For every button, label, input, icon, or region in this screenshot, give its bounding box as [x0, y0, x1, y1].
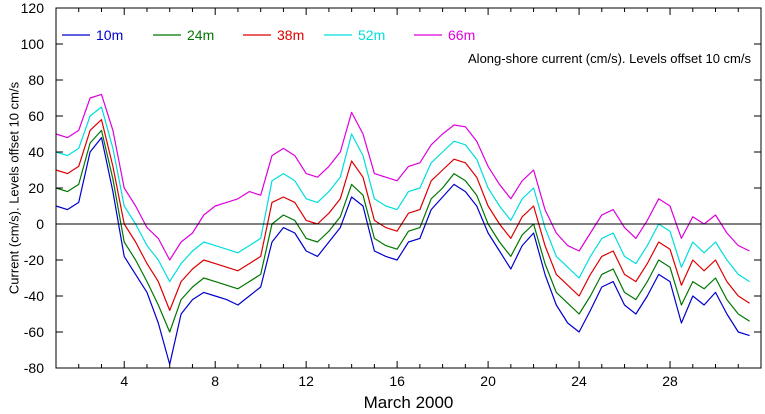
series-line-66m — [55, 93, 750, 261]
y-tick-label: 40 — [28, 144, 44, 160]
y-tick-label: 80 — [28, 72, 44, 88]
x-tick-label: 4 — [120, 373, 128, 389]
y-tick-label: 20 — [28, 180, 44, 196]
y-tick-label: 120 — [21, 0, 45, 16]
legend-label-52m: 52m — [358, 27, 385, 43]
y-tick-label: -40 — [24, 288, 44, 304]
x-tick-label: 28 — [662, 373, 678, 389]
legend-label-24m: 24m — [187, 27, 214, 43]
series-line-24m — [55, 129, 750, 333]
x-tick-label: 24 — [571, 373, 587, 389]
y-tick-label: -20 — [24, 252, 44, 268]
series-line-52m — [55, 106, 750, 283]
series-layer — [55, 93, 750, 365]
chart-annotation: Along-shore current (cm/s). Levels offse… — [468, 51, 751, 66]
x-tick-label: 12 — [298, 373, 314, 389]
legend-label-66m: 66m — [448, 27, 475, 43]
y-tick-label: 100 — [21, 36, 45, 52]
axis-layer: -80 -60 -40 -20 0 20 40 60 80 100 120 4 8 12 16 20 24 28 — [21, 0, 762, 389]
y-tick-label: -60 — [24, 324, 44, 340]
series-line-38m — [55, 118, 750, 311]
y-axis-label: Current (cm/s). Levels offset 10 cm/s — [7, 81, 22, 294]
y-tick-label: 0 — [36, 216, 44, 232]
legend-label-38m: 38m — [277, 27, 304, 43]
y-tick-label: 60 — [28, 108, 44, 124]
x-tick-label: 8 — [211, 373, 219, 389]
legend-label-10m: 10m — [96, 27, 123, 43]
x-axis-label: March 2000 — [364, 393, 454, 412]
x-tick-label: 20 — [480, 373, 496, 389]
series-line-10m — [55, 137, 750, 365]
y-tick-label: -80 — [24, 360, 44, 376]
x-tick-label: 16 — [389, 373, 405, 389]
legend: 10m 24m 38m 52m 66m — [62, 27, 475, 43]
